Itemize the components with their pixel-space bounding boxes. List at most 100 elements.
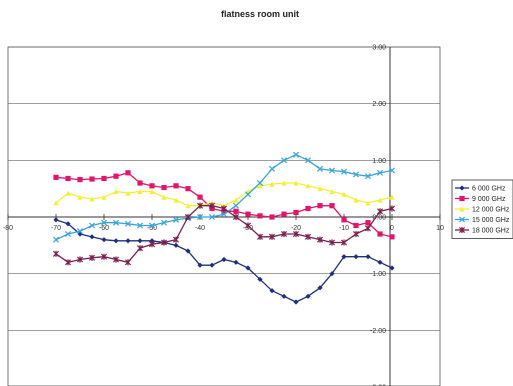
data-point [340,168,348,175]
x-tick-label: -40 [195,225,205,232]
data-point [269,288,275,294]
data-point [365,200,371,206]
data-point [64,259,72,266]
data-point [77,231,83,237]
data-point [317,186,323,192]
data-point [173,242,179,248]
data-point [172,236,180,243]
data-point [244,191,252,198]
data-point [292,151,300,158]
data-point [244,222,252,229]
data-point [341,217,347,223]
data-point [89,176,95,182]
data-point [101,194,107,200]
x-tick-label: 10 [436,225,444,232]
data-point [365,254,371,260]
data-point [304,157,312,164]
data-point [208,213,216,221]
data-point [196,202,204,209]
data-point [232,213,240,221]
data-point [161,194,167,200]
x-tick-label: -10 [339,225,349,232]
data-point [112,219,120,226]
legend-label: 9 000 GHz [472,196,506,203]
data-point [233,208,239,214]
data-point [377,259,383,265]
data-point [245,265,251,271]
data-point [280,157,288,164]
data-point [65,221,71,227]
data-point [317,285,323,291]
data-point [160,239,168,246]
data-point [125,238,131,244]
data-point [173,183,179,189]
data-point [353,254,359,260]
data-point [160,219,168,226]
data-point [65,190,71,196]
data-point [148,241,156,248]
x-tick-label: -60 [99,225,109,232]
x-tick-label: -50 [147,225,157,232]
data-point [281,211,287,217]
data-point [220,205,228,212]
data-point [124,220,132,227]
data-point [53,217,59,223]
data-point [88,254,96,261]
data-point [388,167,396,174]
data-point [208,202,216,209]
data-point [172,216,180,223]
data-point [328,167,336,174]
data-point [280,230,288,238]
y-tick-label: 1.00 [372,158,386,165]
data-point [389,265,395,271]
data-point [388,205,396,212]
data-point [137,180,143,186]
data-point [197,262,203,268]
data-point [328,239,336,246]
data-point [113,238,119,244]
data-point [113,188,119,195]
data-point [77,177,83,183]
data-point [125,190,131,196]
data-point [53,174,59,180]
data-point [352,230,360,238]
data-point [173,197,179,203]
data-point [113,173,119,179]
data-point [293,180,299,186]
data-point [293,209,299,216]
data-point [148,222,156,229]
data-point [329,188,335,195]
legend-marker [459,206,465,212]
data-point [221,256,227,263]
y-tick-label: -1.00 [370,271,386,278]
data-point [88,222,96,229]
legend-marker [458,226,466,234]
data-point [352,171,360,178]
data-point [209,262,215,268]
data-point [65,175,71,182]
data-point [268,165,276,172]
data-point [329,203,335,209]
x-tick-label: -70 [51,225,61,232]
data-point [233,197,239,203]
data-point [137,238,143,244]
data-point [124,259,132,266]
data-point [340,239,348,246]
data-point [377,231,383,237]
legend-marker [459,195,465,202]
data-point [256,179,264,187]
data-point [376,208,384,215]
data-point [353,222,359,229]
data-point [305,205,311,212]
data-point [196,213,204,221]
data-point [293,299,299,305]
data-point [257,183,263,189]
data-point [149,188,155,195]
series-line [55,182,393,207]
plot-area: -3.00 -2.00 -1.00 0.00 1.00 2.00 3.00 -80 -70 -60… [3,45,444,386]
data-point [269,214,275,220]
data-point [305,183,311,189]
legend-marker [459,185,465,191]
data-point [185,186,191,192]
data-point [101,237,107,243]
